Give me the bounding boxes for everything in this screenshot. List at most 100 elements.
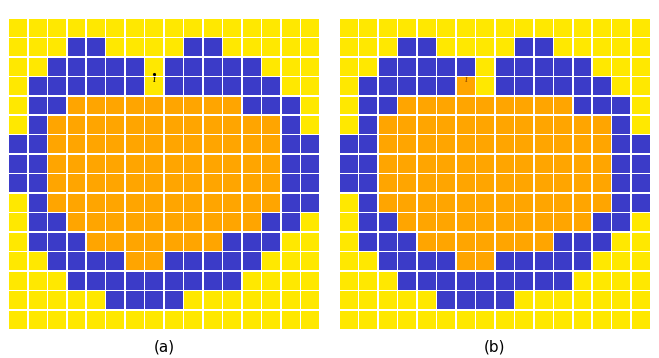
Bar (534, 155, 552, 173)
Bar (87, 291, 105, 309)
Bar (223, 213, 241, 231)
Bar (593, 311, 611, 329)
Bar (262, 194, 280, 212)
Bar (48, 174, 66, 192)
Bar (185, 97, 202, 115)
Bar (593, 97, 611, 115)
Bar (185, 291, 202, 309)
Bar (9, 155, 27, 173)
Bar (48, 19, 66, 37)
Bar (68, 19, 86, 37)
Bar (573, 38, 591, 56)
Bar (223, 155, 241, 173)
Bar (165, 174, 183, 192)
Bar (262, 174, 280, 192)
Bar (87, 194, 105, 212)
Bar (204, 58, 221, 76)
Bar (185, 194, 202, 212)
Bar (48, 77, 66, 95)
Bar (126, 58, 144, 76)
Bar (515, 38, 533, 56)
Bar (243, 311, 261, 329)
Bar (126, 194, 144, 212)
Bar (438, 97, 455, 115)
Bar (165, 272, 183, 290)
Bar (359, 291, 378, 309)
Bar (87, 213, 105, 231)
Bar (515, 174, 533, 192)
Bar (593, 38, 611, 56)
Bar (262, 233, 280, 251)
Bar (457, 116, 474, 134)
Bar (418, 155, 436, 173)
Bar (573, 58, 591, 76)
Bar (146, 194, 163, 212)
Bar (107, 194, 125, 212)
Bar (107, 77, 125, 95)
Bar (398, 38, 416, 56)
Bar (9, 97, 27, 115)
Bar (243, 233, 261, 251)
Bar (340, 194, 358, 212)
Bar (262, 38, 280, 56)
Bar (515, 194, 533, 212)
Bar (438, 233, 455, 251)
Bar (243, 135, 261, 153)
Bar (554, 38, 572, 56)
Bar (359, 19, 378, 37)
Bar (243, 77, 261, 95)
Bar (438, 194, 455, 212)
Bar (457, 19, 474, 37)
Bar (632, 77, 650, 95)
Bar (126, 252, 144, 270)
Bar (28, 311, 47, 329)
Bar (301, 155, 319, 173)
Bar (204, 97, 221, 115)
Bar (359, 38, 378, 56)
Bar (515, 135, 533, 153)
Bar (612, 233, 631, 251)
Bar (48, 272, 66, 290)
Bar (262, 116, 280, 134)
Bar (126, 116, 144, 134)
Bar (107, 213, 125, 231)
Bar (476, 252, 494, 270)
Bar (126, 233, 144, 251)
Bar (9, 291, 27, 309)
Bar (340, 97, 358, 115)
Bar (281, 311, 300, 329)
Bar (48, 311, 66, 329)
Bar (534, 19, 552, 37)
Bar (476, 19, 494, 37)
Bar (457, 38, 474, 56)
Bar (496, 311, 513, 329)
Bar (223, 77, 241, 95)
Bar (398, 174, 416, 192)
Bar (554, 97, 572, 115)
Bar (204, 272, 221, 290)
Bar (496, 77, 513, 95)
Bar (9, 252, 27, 270)
Bar (398, 272, 416, 290)
Bar (515, 155, 533, 173)
Bar (612, 174, 631, 192)
Bar (593, 213, 611, 231)
Bar (243, 19, 261, 37)
Bar (379, 213, 397, 231)
Bar (204, 116, 221, 134)
Bar (457, 194, 474, 212)
Bar (534, 97, 552, 115)
Text: (b): (b) (484, 339, 505, 354)
Bar (476, 213, 494, 231)
Bar (87, 174, 105, 192)
Bar (496, 233, 513, 251)
Bar (612, 252, 631, 270)
Bar (573, 311, 591, 329)
Bar (28, 174, 47, 192)
Bar (612, 291, 631, 309)
Bar (87, 311, 105, 329)
Bar (398, 155, 416, 173)
Bar (340, 233, 358, 251)
Bar (146, 252, 163, 270)
Bar (438, 19, 455, 37)
